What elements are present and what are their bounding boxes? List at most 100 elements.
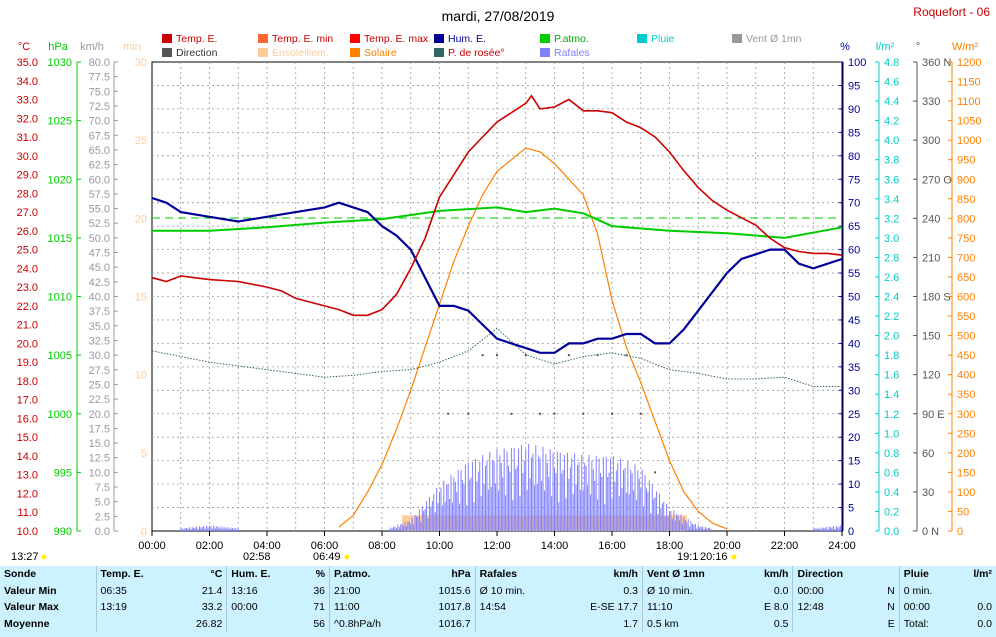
axis-tick-hum: 85 <box>848 127 860 139</box>
axis-tick-temp: 35.0 <box>17 57 38 69</box>
axis-tick-solar: 50 <box>957 506 969 518</box>
time-tick-label: 18:00 <box>656 540 684 552</box>
legend-swatch <box>732 34 742 43</box>
legend-label: Vent Ø 1mn <box>746 33 802 45</box>
stats-panel: Sonde Temp. E. °C Hum. E. % P.atmo. hPa … <box>0 566 996 637</box>
axis-tick-temp: 15.0 <box>17 432 38 444</box>
axis-tick-wind: 50.0 <box>89 233 110 245</box>
axis-tick-solar: 300 <box>957 409 975 421</box>
stats-header-cell: Rafales <box>474 566 558 583</box>
axis-tick-temp: 32.0 <box>17 113 38 125</box>
axis-tick-temp: 13.0 <box>17 470 38 482</box>
axis-tick-temp: 28.0 <box>17 188 38 200</box>
legend-label: Pluie <box>651 33 675 45</box>
axis-tick-solar: 650 <box>957 272 975 284</box>
axis-tick-wind: 37.5 <box>89 306 110 318</box>
time-tick-label: 20:00 <box>713 540 741 552</box>
axis-tick-rain: 2.8 <box>884 252 899 264</box>
legend-swatch <box>162 34 172 43</box>
axis-unit-dir: ° <box>916 41 920 53</box>
stats-header-cell <box>875 566 899 583</box>
axis-tick-solar: 750 <box>957 233 975 245</box>
stats-header-cell: hPa <box>451 568 471 581</box>
axis-tick-temp: 17.0 <box>17 395 38 407</box>
axis-tick-wind: 30.0 <box>89 350 110 362</box>
marker-left-icon <box>41 554 47 560</box>
stats-cell: 11:10 <box>641 599 743 616</box>
sunshine-bar <box>681 515 684 531</box>
legend-swatch <box>637 34 647 43</box>
weather-chart: mardi, 27/08/2019 Roquefort - 06 Temp. E… <box>11 5 990 563</box>
axis-tick-press: 995 <box>54 467 72 479</box>
stats-cell: N <box>887 601 895 614</box>
stats-cell: 1016.7 <box>438 617 471 630</box>
axis-tick-hum: 70 <box>848 198 860 210</box>
axis-tick-rain: 0.4 <box>884 487 899 499</box>
direction-mark <box>639 412 642 415</box>
axis-tick-rain: 0.8 <box>884 448 899 460</box>
axis-tick-wind: 42.5 <box>89 277 110 289</box>
stats-cell: Moyenne <box>4 617 50 630</box>
marker-moonset: 02:58 <box>243 551 271 563</box>
axis-tick-hum: 45 <box>848 315 860 327</box>
chart-title: mardi, 27/08/2019 <box>442 8 555 24</box>
axis-tick-rain: 0.2 <box>884 506 899 518</box>
axis-tick-solar: 700 <box>957 252 975 264</box>
axis-tick-wind: 75.0 <box>89 86 110 98</box>
axis-tick-press: 1030 <box>48 57 72 69</box>
axis-tick-hum: 0 <box>848 526 854 538</box>
series-solaire <box>338 147 728 530</box>
axis-tick-temp: 30.0 <box>17 151 38 163</box>
marker-sunset: 20:16 <box>700 551 728 563</box>
legend-swatch <box>540 48 550 57</box>
stats-header-cell: l/m² <box>973 568 992 581</box>
axis-tick-press: 990 <box>54 526 72 538</box>
axis-tick-hum: 60 <box>848 245 860 257</box>
axis-tick-dir: 270 O <box>922 174 952 186</box>
direction-mark <box>596 354 599 357</box>
stats-cell: 71 <box>313 601 326 614</box>
stats-row-max: Valeur Max 13:19 33.2 00:00 71 11:00 101… <box>0 599 996 616</box>
time-tick-label: 14:00 <box>541 540 569 552</box>
axis-tick-wind: 0.0 <box>95 526 110 538</box>
axis-units: °C hPa km/h min% l/m² ° W/m² <box>18 41 979 53</box>
stats-cell: 12:48 <box>792 599 875 616</box>
stats-cell: 21:00 <box>329 582 414 599</box>
series-p-atmo- <box>152 206 843 239</box>
axis-tick-hum: 40 <box>848 338 860 350</box>
stats-cell: 0.0 <box>977 601 992 614</box>
stats-cell: 00:00 <box>792 582 875 599</box>
marker-sunrise: 06:49 <box>313 551 341 563</box>
axis-tick-hum: 20 <box>848 432 860 444</box>
stats-header-cell: % <box>315 568 326 581</box>
legend-swatch <box>350 48 360 57</box>
direction-mark <box>510 412 513 415</box>
time-tick-label: 16:00 <box>598 540 626 552</box>
axis-tick-rain: 3.4 <box>884 194 899 206</box>
axis-tick-min: 0 <box>141 526 147 538</box>
axis-tick-rain: 4.6 <box>884 77 899 89</box>
direction-mark <box>625 354 628 357</box>
sunshine-bar <box>402 515 405 531</box>
axis-tick-wind: 25.0 <box>89 379 110 391</box>
axis-tick-solar: 1050 <box>957 116 981 128</box>
axis-tick-wind: 32.5 <box>89 335 110 347</box>
axis-tick-wind: 70.0 <box>89 116 110 128</box>
stats-cell: 1.7 <box>623 617 638 630</box>
stats-header-cell: Temp. E. <box>95 566 175 583</box>
axis-tick-press: 1025 <box>48 116 72 128</box>
axis-tick-wind: 10.0 <box>89 467 110 479</box>
legend-label: Direction <box>176 47 218 59</box>
axis-tick-min: 15 <box>135 292 147 304</box>
axis-tick-solar: 250 <box>957 428 975 440</box>
axis-tick-solar: 950 <box>957 155 975 167</box>
axis-tick-solar: 850 <box>957 194 975 206</box>
stats-cell <box>792 615 875 632</box>
stats-cell: 0 min. <box>898 582 956 599</box>
axis-tick-temp: 29.0 <box>17 170 38 182</box>
axis-tick-solar: 350 <box>957 389 975 401</box>
axis-tick-min: 10 <box>135 370 147 382</box>
stats-header-cell: Hum. E. <box>226 566 299 583</box>
axis-tick-wind: 67.5 <box>89 130 110 142</box>
axis-tick-hum: 95 <box>848 80 860 92</box>
